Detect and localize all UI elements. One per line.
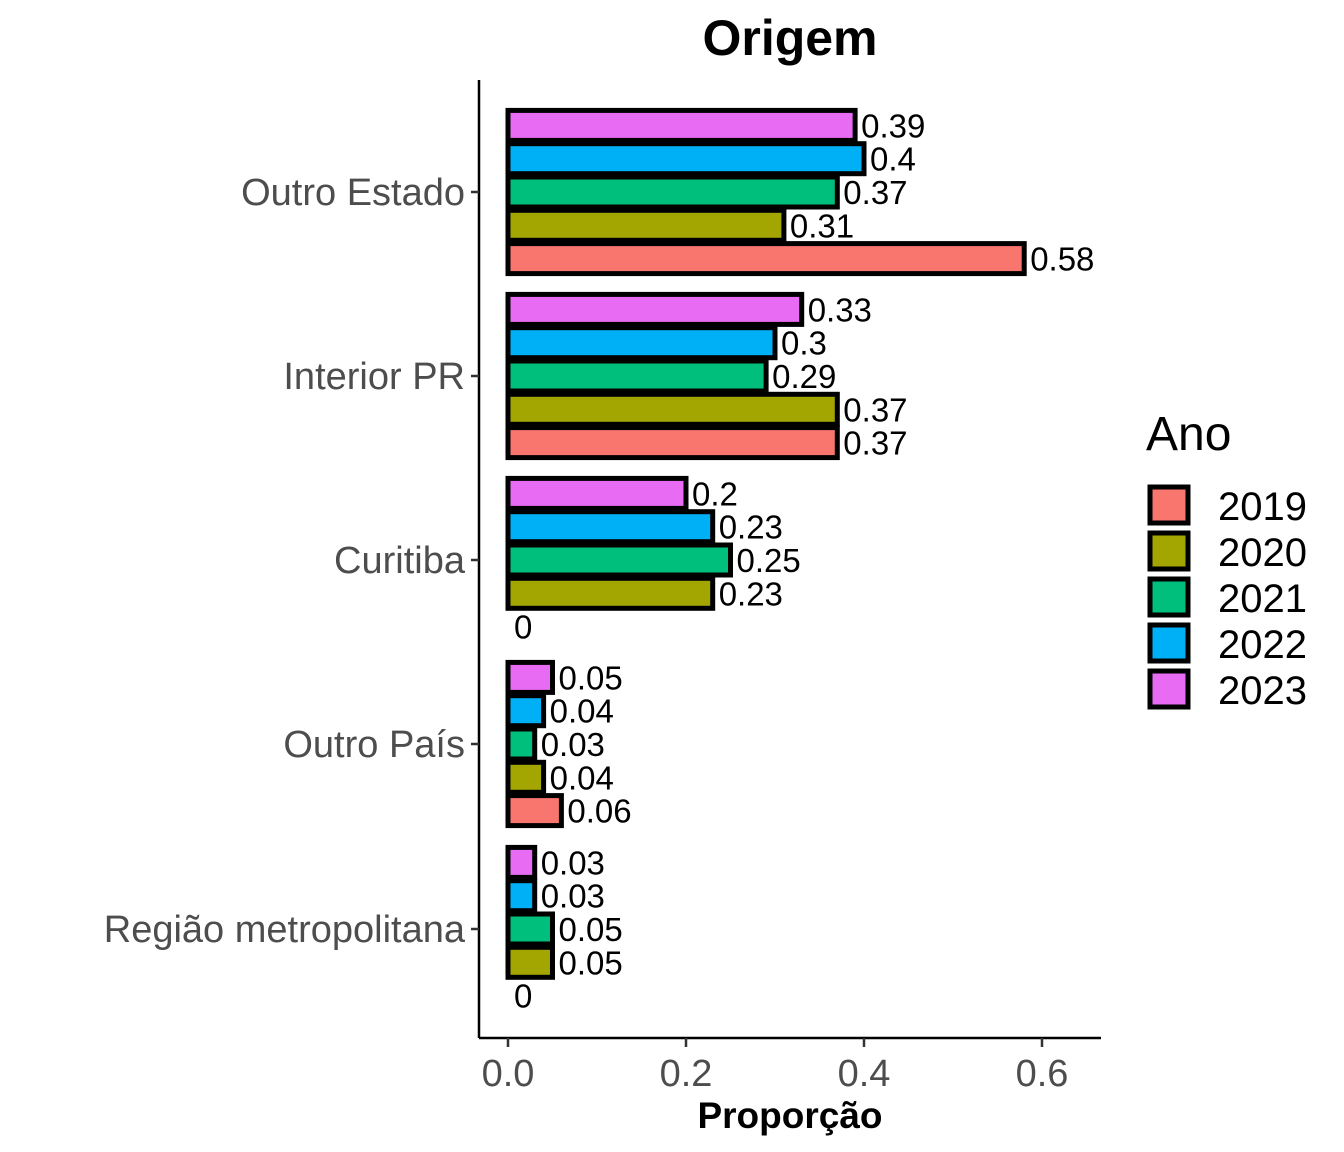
y-tick-label: Outro País — [283, 724, 465, 766]
data-label: 0.03 — [541, 878, 605, 915]
data-label: 0.23 — [719, 509, 783, 546]
bar-2019-outro-país — [505, 793, 564, 829]
data-label: 0.05 — [559, 659, 623, 696]
data-label: 0.23 — [719, 575, 783, 612]
bars-layer: 0.580.310.370.40.390.370.370.290.30.3300… — [505, 107, 1094, 1015]
data-label: 0.37 — [843, 391, 907, 428]
bar-2022-curitiba — [505, 509, 716, 545]
legend-key-2023 — [1147, 668, 1191, 710]
bar-2023-curitiba — [505, 475, 689, 511]
bar-2023-outro-país — [505, 659, 555, 695]
bar-2020-região-metropolitana — [505, 944, 555, 980]
bar-2023-outro-estado — [505, 107, 858, 143]
x-tick-label: 0.4 — [838, 1053, 891, 1095]
data-label: 0.03 — [541, 844, 605, 881]
bar-2020-curitiba — [505, 575, 716, 611]
legend-key-2020 — [1147, 530, 1191, 572]
legend-title: Ano — [1146, 408, 1231, 461]
x-axis-title: Proporção — [697, 1095, 882, 1136]
bar-2021-outro-país — [505, 726, 538, 762]
bar-2020-outro-estado — [505, 207, 787, 243]
bar-2023-região-metropolitana — [505, 844, 538, 880]
bar-2022-outro-país — [505, 693, 547, 729]
legend-label-2019: 2019 — [1218, 485, 1307, 529]
bar-2022-outro-estado — [505, 141, 867, 177]
axes-layer: Outro Estado Interior PR Curitiba Outro Paí… — [104, 80, 1101, 1095]
chart-title: Origem — [702, 10, 877, 66]
data-label: 0 — [514, 609, 532, 646]
legend-label-2020: 2020 — [1218, 531, 1307, 575]
data-label: 0.25 — [737, 542, 801, 579]
bar-2020-interior-pr — [505, 391, 840, 427]
y-tick-label: Outro Estado — [241, 172, 465, 214]
legend-label-2023: 2023 — [1218, 669, 1307, 713]
x-tick-label: 0.2 — [660, 1053, 713, 1095]
bar-2021-curitiba — [505, 542, 733, 578]
data-label: 0 — [514, 978, 532, 1015]
x-tick-label: 0.6 — [1016, 1053, 1069, 1095]
data-label: 0.31 — [790, 207, 854, 244]
data-label: 0.04 — [550, 759, 614, 796]
y-tick-label: Curitiba — [334, 540, 466, 582]
legend-key-2021 — [1147, 576, 1191, 618]
data-label: 0.05 — [559, 944, 623, 981]
data-label: 0.29 — [772, 358, 836, 395]
bar-2021-interior-pr — [505, 358, 769, 394]
bar-2022-interior-pr — [505, 325, 778, 361]
legend-label-2021: 2021 — [1218, 577, 1307, 621]
data-label: 0.58 — [1030, 241, 1094, 278]
data-label: 0.37 — [843, 425, 907, 462]
data-label: 0.33 — [808, 291, 872, 328]
data-label: 0.04 — [550, 693, 614, 730]
y-tick-label: Região metropolitana — [104, 909, 466, 951]
bar-2022-região-metropolitana — [505, 878, 538, 914]
x-tick-label: 0.0 — [482, 1053, 535, 1095]
bar-2019-outro-estado — [505, 241, 1027, 277]
y-tick-label: Interior PR — [283, 356, 465, 398]
bar-2023-interior-pr — [505, 291, 805, 327]
bar-2021-região-metropolitana — [505, 911, 555, 947]
data-label: 0.2 — [692, 475, 738, 512]
legend-key-2022 — [1147, 622, 1191, 664]
data-label: 0.05 — [559, 911, 623, 948]
data-label: 0.06 — [567, 793, 631, 830]
data-label: 0.4 — [870, 141, 916, 178]
data-label: 0.03 — [541, 726, 605, 763]
bar-2020-outro-país — [505, 759, 547, 795]
legend-key-2019 — [1147, 484, 1191, 526]
data-label: 0.3 — [781, 325, 827, 362]
legend-label-2022: 2022 — [1218, 623, 1307, 667]
data-label: 0.37 — [843, 174, 907, 211]
bar-2021-outro-estado — [505, 174, 840, 210]
bar-2019-interior-pr — [505, 425, 840, 461]
data-label: 0.39 — [861, 107, 925, 144]
